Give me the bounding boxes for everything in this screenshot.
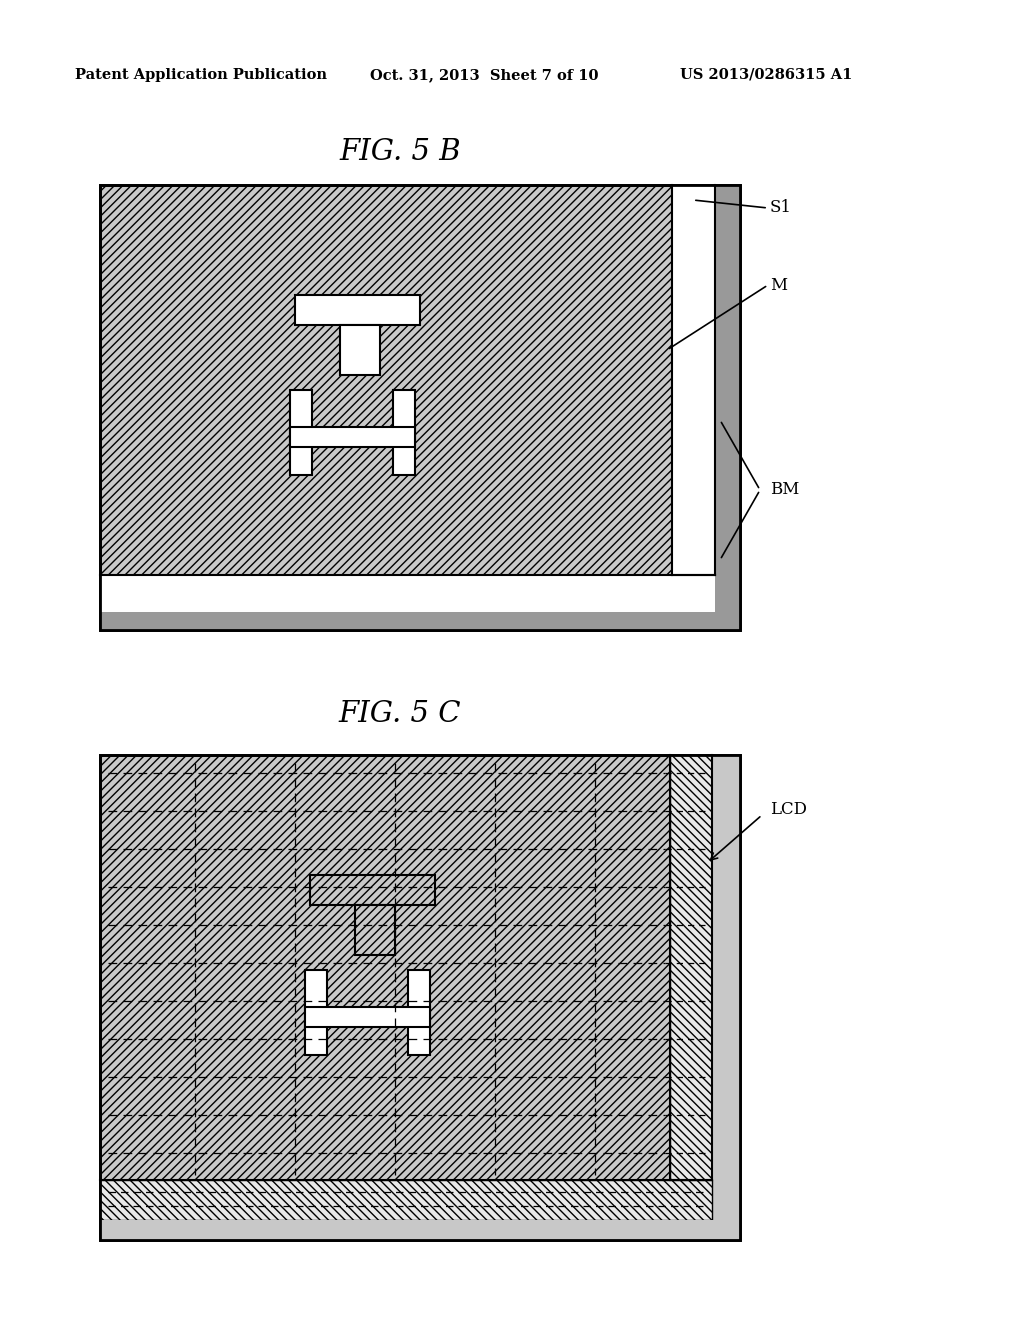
Text: Oct. 31, 2013  Sheet 7 of 10: Oct. 31, 2013 Sheet 7 of 10 (370, 69, 598, 82)
Bar (305, 1007, 430, 1027)
Text: S1: S1 (770, 199, 792, 216)
Bar (672, 185, 715, 576)
Bar (100, 755, 740, 1239)
Text: BM: BM (770, 482, 800, 499)
Bar (100, 755, 740, 1239)
Bar (408, 970, 430, 1055)
Bar (340, 325, 380, 375)
Text: FIG. 5 B: FIG. 5 B (339, 139, 461, 166)
Bar (100, 1220, 740, 1239)
Bar (295, 294, 420, 325)
Bar (100, 1220, 740, 1239)
Bar (100, 612, 740, 630)
Bar (305, 970, 327, 1055)
Bar (393, 389, 415, 475)
Bar (712, 755, 740, 1239)
Bar (100, 185, 740, 630)
Bar (100, 576, 715, 612)
Text: US 2013/0286315 A1: US 2013/0286315 A1 (680, 69, 852, 82)
Bar (100, 612, 740, 630)
Bar (712, 755, 740, 1239)
Bar (100, 755, 740, 1239)
Bar (715, 185, 740, 630)
Text: Patent Application Publication: Patent Application Publication (75, 69, 327, 82)
Bar (670, 755, 712, 1180)
Bar (355, 906, 395, 954)
Text: FIG. 5 C: FIG. 5 C (339, 700, 461, 729)
Bar (290, 389, 312, 475)
Bar (100, 185, 740, 630)
Text: M: M (770, 276, 787, 293)
Bar (100, 1180, 712, 1220)
Bar (715, 185, 740, 630)
Text: LCD: LCD (770, 801, 807, 818)
Bar (290, 426, 415, 447)
Bar (310, 875, 435, 906)
Bar (100, 185, 740, 630)
